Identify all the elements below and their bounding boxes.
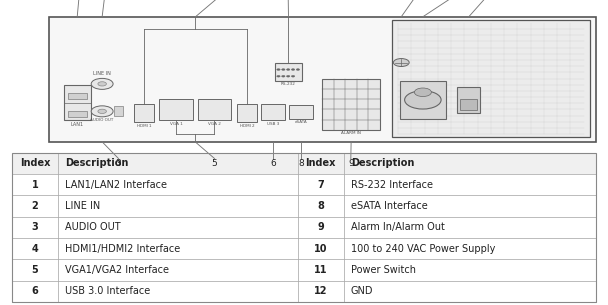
Bar [12, 217, 596, 238]
Bar [12, 259, 596, 281]
Circle shape [296, 69, 300, 70]
Bar [12, 152, 596, 174]
Text: 8: 8 [317, 201, 324, 211]
Text: RS-232 Interface: RS-232 Interface [351, 180, 433, 189]
Bar [275, 63, 302, 81]
Text: LAN1: LAN1 [71, 122, 84, 127]
Text: VGA1/VGA2 Interface: VGA1/VGA2 Interface [65, 265, 169, 275]
Text: 8: 8 [298, 159, 304, 168]
Bar [12, 195, 596, 217]
Text: 9: 9 [348, 159, 354, 168]
Text: LINE IN: LINE IN [65, 201, 100, 211]
Text: 6: 6 [32, 286, 38, 296]
Text: 6: 6 [270, 159, 276, 168]
Text: RS-232: RS-232 [281, 82, 296, 86]
Text: LINE IN: LINE IN [93, 71, 111, 76]
Bar [68, 111, 87, 117]
Text: 11: 11 [314, 265, 328, 275]
Text: Index: Index [306, 158, 336, 168]
Text: 3: 3 [32, 222, 38, 232]
Text: HDMI 1: HDMI 1 [137, 124, 151, 127]
Circle shape [286, 69, 290, 70]
Circle shape [291, 69, 295, 70]
Bar [134, 104, 154, 122]
Text: Alarm In/Alarm Out: Alarm In/Alarm Out [351, 222, 444, 232]
Circle shape [393, 59, 409, 66]
Bar [12, 174, 596, 195]
Text: eSATA Interface: eSATA Interface [351, 201, 427, 211]
Bar [68, 93, 87, 99]
Circle shape [277, 75, 280, 77]
Text: GND: GND [351, 286, 373, 296]
Bar [12, 281, 596, 302]
Bar [12, 238, 596, 259]
Text: 1: 1 [32, 180, 38, 189]
Text: 5: 5 [32, 265, 38, 275]
Bar [12, 152, 596, 302]
Text: ALARM IN: ALARM IN [341, 131, 361, 135]
Circle shape [405, 91, 441, 109]
Bar [400, 81, 446, 119]
Text: AUDIO OUT: AUDIO OUT [91, 118, 114, 122]
Circle shape [277, 69, 280, 70]
Bar [322, 79, 380, 130]
Text: 7: 7 [317, 180, 324, 189]
Bar [237, 104, 257, 122]
Text: Power Switch: Power Switch [351, 265, 416, 275]
Bar [49, 17, 596, 142]
Circle shape [286, 75, 290, 77]
Text: AUDIO OUT: AUDIO OUT [65, 222, 120, 232]
Text: 12: 12 [314, 286, 328, 296]
Text: USB 3.0 Interface: USB 3.0 Interface [65, 286, 150, 296]
Text: 10: 10 [314, 244, 328, 253]
Circle shape [282, 69, 285, 70]
Bar [460, 99, 477, 110]
Bar [159, 99, 193, 120]
Text: VGA 1: VGA 1 [170, 122, 182, 126]
Text: 3: 3 [116, 159, 122, 168]
Text: HDMI1/HDMI2 Interface: HDMI1/HDMI2 Interface [65, 244, 181, 253]
Text: 4: 4 [32, 244, 38, 253]
Bar [114, 106, 123, 116]
Text: USB 3: USB 3 [267, 122, 279, 126]
Bar [261, 104, 285, 120]
Text: 9: 9 [317, 222, 324, 232]
Text: 2: 2 [32, 201, 38, 211]
Text: HDMI 2: HDMI 2 [240, 124, 254, 127]
Bar [392, 20, 590, 137]
Circle shape [91, 106, 113, 117]
Circle shape [282, 75, 285, 77]
Text: 100 to 240 VAC Power Supply: 100 to 240 VAC Power Supply [351, 244, 495, 253]
Bar [198, 99, 231, 120]
Text: Description: Description [65, 158, 128, 168]
Circle shape [98, 109, 106, 113]
Bar [457, 87, 480, 113]
Text: eSATA: eSATA [295, 120, 307, 124]
Circle shape [98, 82, 106, 86]
Text: VGA 2: VGA 2 [208, 122, 221, 126]
Bar [289, 105, 313, 119]
Text: Index: Index [20, 158, 50, 168]
Text: LAN1/LAN2 Interface: LAN1/LAN2 Interface [65, 180, 167, 189]
Circle shape [91, 78, 113, 89]
Circle shape [291, 75, 295, 77]
Bar [64, 85, 91, 120]
Circle shape [415, 88, 432, 96]
Text: Description: Description [351, 158, 414, 168]
Text: 5: 5 [212, 159, 218, 168]
